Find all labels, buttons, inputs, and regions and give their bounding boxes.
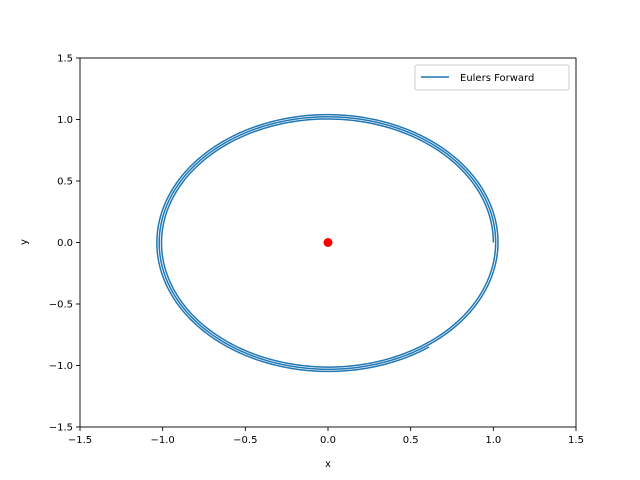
y-tick-label-0: −1.5 [49,423,73,434]
y-tick-label-5: 1.0 [57,115,73,126]
x-tick-label-3: 0.0 [320,435,336,446]
y-tick-label-6: 1.5 [57,54,73,65]
x-tick-label-1: −1.0 [151,435,175,446]
y-axis-label: y [19,239,30,245]
x-tick-label-4: 0.5 [403,435,419,446]
legend-box [414,64,570,91]
x-axis-label: x [325,459,331,470]
y-tick-label-4: 0.5 [57,177,73,188]
x-tick-label-2: −0.5 [233,435,257,446]
x-tick-label-0: −1.5 [68,435,92,446]
x-tick-label-6: 1.5 [568,435,584,446]
legend: Eulers Forward [414,64,570,91]
center-marker-0 [323,238,333,247]
x-axis-ticks: −1.5 −1.0 −0.5 0.0 0.5 1.0 1.5 [68,427,584,446]
y-tick-label-3: 0.0 [57,238,73,249]
y-axis-ticks: −1.5 −1.0 −0.5 0.0 0.5 1.0 1.5 [49,54,80,434]
x-tick-label-5: 1.0 [485,435,501,446]
legend-label-eulers-forward: Eulers Forward [460,73,534,84]
series-line-0 [156,113,499,373]
y-tick-label-1: −1.0 [49,361,73,372]
y-tick-label-2: −0.5 [49,300,73,311]
